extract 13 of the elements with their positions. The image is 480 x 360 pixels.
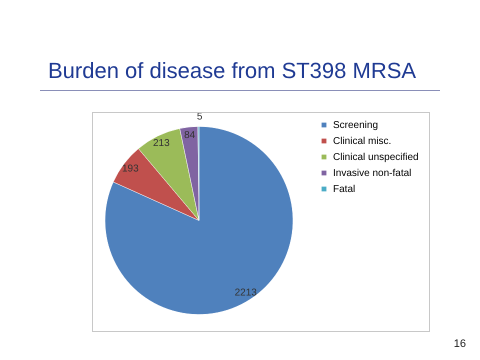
data-label: 193 (122, 164, 140, 175)
legend-label: Fatal (333, 184, 356, 195)
legend-label: Clinical unspecified (333, 152, 419, 163)
legend-label: Invasive non-fatal (333, 168, 412, 179)
data-label: 2213 (234, 288, 258, 299)
legend-label: Clinical misc. (333, 136, 392, 147)
text: 16 (454, 338, 466, 350)
legend-label: Screening (333, 120, 378, 131)
data-label: 213 (152, 138, 170, 150)
data-label: 84 (184, 130, 196, 142)
chart-title: Burden of disease from ST398 MRSA (48, 58, 416, 84)
data-label: 5 (196, 112, 203, 122)
pie-slice (104, 126, 294, 315)
